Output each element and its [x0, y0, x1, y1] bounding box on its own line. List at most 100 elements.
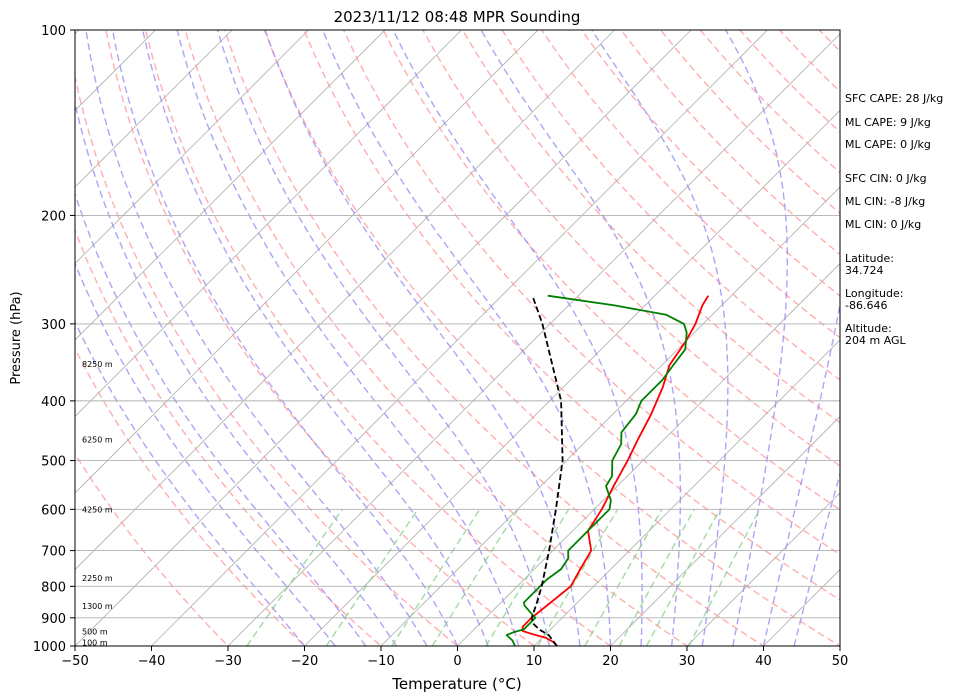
height-label: 4250 m — [82, 506, 113, 515]
height-label: 500 m — [82, 627, 108, 636]
longitude-text: Longitude: -86.646 — [845, 287, 904, 312]
isotherm-line — [609, 415, 840, 646]
mixing-ratio-line — [584, 508, 663, 646]
x-tick-label: −50 — [61, 654, 88, 669]
background-lines — [75, 30, 840, 646]
y-tick-label: 400 — [41, 395, 66, 410]
ml-cape-text-2: ML CAPE: 0 J/kg — [845, 138, 931, 151]
moist-adiabat — [176, 30, 520, 646]
moist-adiabat — [392, 30, 643, 646]
moist-adiabat — [75, 320, 306, 646]
y-tick-label: 600 — [41, 503, 66, 518]
ml-cin-text-2: ML CIN: 0 J/kg — [845, 218, 922, 231]
moist-adiabat — [85, 30, 428, 646]
isotherm-line — [456, 262, 840, 646]
dry-adiabat — [75, 228, 383, 646]
dewpoint-profile — [505, 294, 688, 646]
dry-adiabat — [422, 30, 840, 467]
chart-title: 2023/11/12 08:48 MPR Sounding — [334, 8, 581, 26]
ml-cin-text-1: ML CIN: -8 J/kg — [845, 195, 926, 208]
x-tick-label: −10 — [367, 654, 394, 669]
mixing-ratio-line — [688, 508, 761, 646]
plot-frame — [74, 29, 841, 647]
x-tick-label: −20 — [291, 654, 318, 669]
isotherm-line — [303, 109, 840, 646]
dry-adiabat — [144, 30, 612, 646]
height-labels: 100 m 500 m 1300 m 2250 m 4250 m 6250 m 8250 m — [82, 360, 113, 647]
moist-adiabat — [725, 30, 788, 646]
dry-adiabat — [75, 73, 459, 646]
x-tick-label: 50 — [832, 654, 849, 669]
isotherm-line — [75, 30, 386, 341]
y-tick-label: 800 — [41, 580, 66, 595]
dry-adiabat — [461, 30, 840, 424]
isotherm-line — [75, 30, 233, 188]
mixing-ratio-line — [246, 508, 343, 646]
height-label: 8250 m — [82, 360, 113, 369]
y-tick-label: 1000 — [33, 640, 66, 655]
isotherm-line — [686, 492, 840, 646]
isotherm-line — [227, 33, 840, 646]
pressure-gridlines — [75, 29, 840, 647]
dry-adiabat — [75, 347, 306, 646]
moist-adiabat — [75, 100, 397, 646]
dry-adiabat — [580, 30, 840, 297]
mixing-ratio-line — [391, 508, 481, 646]
isotherm-line — [150, 30, 769, 646]
latitude-text: Latitude: 34.724 — [845, 252, 894, 277]
height-label: 1300 m — [82, 602, 113, 611]
x-tick-label: 40 — [755, 654, 772, 669]
moist-adiabat — [75, 261, 336, 646]
dry-adiabat — [541, 30, 840, 339]
moist-adiabat — [793, 471, 840, 646]
moist-adiabat — [264, 30, 581, 646]
dry-adiabat — [501, 30, 840, 381]
isotherm-line — [75, 30, 616, 571]
sfc-cin-text: SFC CIN: 0 J/kg — [845, 172, 927, 185]
dry-adiabat — [303, 30, 840, 601]
height-label: 2250 m — [82, 574, 113, 583]
y-tick-label: 200 — [41, 209, 66, 224]
moist-adiabat — [216, 30, 550, 646]
x-tick-label: −30 — [214, 654, 241, 669]
y-tick-label: 100 — [41, 24, 66, 39]
y-tick-label: 500 — [41, 455, 66, 470]
altitude-text: Altitude: 204 m AGL — [845, 322, 906, 347]
isotherm-line — [380, 186, 840, 646]
temperature-profile — [521, 295, 710, 646]
y-tick-label: 300 — [41, 318, 66, 333]
y-tick-label: 700 — [41, 545, 66, 560]
dry-adiabat — [263, 30, 840, 646]
isotherm-line — [75, 30, 692, 646]
x-tick-label: 30 — [679, 654, 696, 669]
x-axis-ticks: −50 −40 −30 −20 −10 0 10 20 30 40 50 — [61, 646, 848, 669]
dry-adiabat — [75, 452, 229, 646]
dry-adiabat — [382, 30, 840, 511]
dry-adiabat — [342, 30, 840, 556]
moist-adiabat — [75, 191, 367, 646]
moist-adiabat — [480, 30, 682, 646]
moist-adiabat — [111, 30, 459, 646]
isotherm-line — [75, 30, 157, 112]
parcel-profile — [530, 295, 564, 646]
x-axis-label: Temperature (°C) — [391, 675, 521, 693]
y-axis-label: Pressure (hPa) — [9, 291, 24, 384]
x-tick-label: 20 — [602, 654, 619, 669]
y-tick-label: 900 — [41, 612, 66, 627]
height-label: 100 m — [82, 638, 108, 647]
isotherm-line — [75, 30, 310, 265]
data-series — [505, 294, 710, 646]
dry-adiabat — [224, 30, 765, 646]
ml-cape-text-1: ML CAPE: 9 J/kg — [845, 116, 931, 129]
x-tick-label: −40 — [138, 654, 165, 669]
x-tick-label: 10 — [526, 654, 543, 669]
y-axis-ticks: 1000 900 800 700 600 500 400 300 200 100 — [33, 24, 75, 655]
dry-adiabat — [105, 30, 536, 646]
sfc-cape-text: SFC CAPE: 28 J/kg — [845, 92, 944, 105]
moist-adiabat — [142, 30, 489, 646]
mixing-ratio-line — [431, 508, 519, 646]
height-label: 6250 m — [82, 436, 113, 445]
x-tick-label: 0 — [453, 654, 461, 669]
moist-adiabat — [762, 301, 840, 646]
